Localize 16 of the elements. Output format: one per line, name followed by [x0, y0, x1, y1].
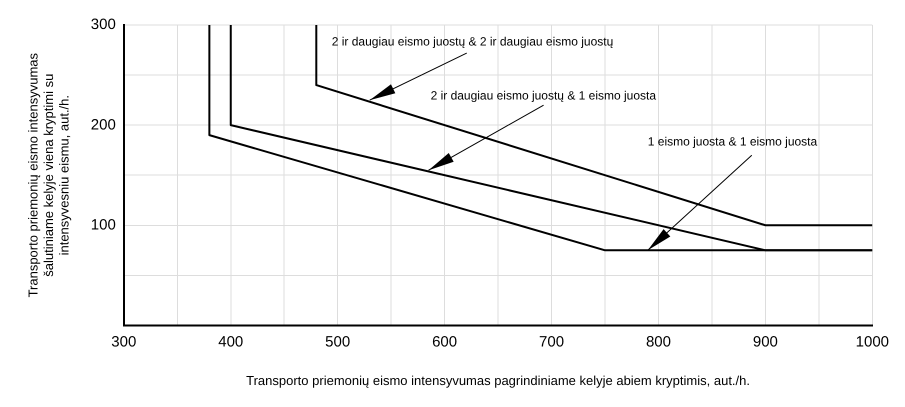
- x-tick-label: 900: [752, 334, 778, 351]
- annotation: 2 ir daugiau eismo juostų & 2 ir daugiau eismo juostų: [332, 34, 614, 48]
- x-tick-label: 700: [539, 334, 564, 351]
- x-tick-label: 400: [218, 334, 244, 351]
- annotation: 1 eismo juosta & 1 eismo juosta: [648, 134, 818, 149]
- x-tick-label: 800: [646, 334, 671, 351]
- x-axis-title: Transporto priemonių eismo intensyvumas pagrindiniame kelyje abiem kryptimis, aut./h.: [246, 372, 750, 388]
- x-tick-label: 1000: [856, 334, 890, 351]
- x-tick-label: 600: [432, 334, 458, 351]
- annotation: 2 ir daugiau eismo juostų & 1 eismo juosta: [430, 88, 656, 103]
- y-tick-label: 100: [90, 216, 116, 234]
- x-tick-label: 300: [111, 334, 136, 351]
- y-axis-title: Transporto priemonių eismo intensyvumas šalutiniame kelyje viena kryptimi su intensyvesniu eismu, aut./h.: [25, 52, 72, 298]
- y-tick-label: 200: [90, 116, 116, 134]
- y-tick-label: 300: [90, 16, 116, 34]
- x-tick-label: 500: [325, 334, 350, 351]
